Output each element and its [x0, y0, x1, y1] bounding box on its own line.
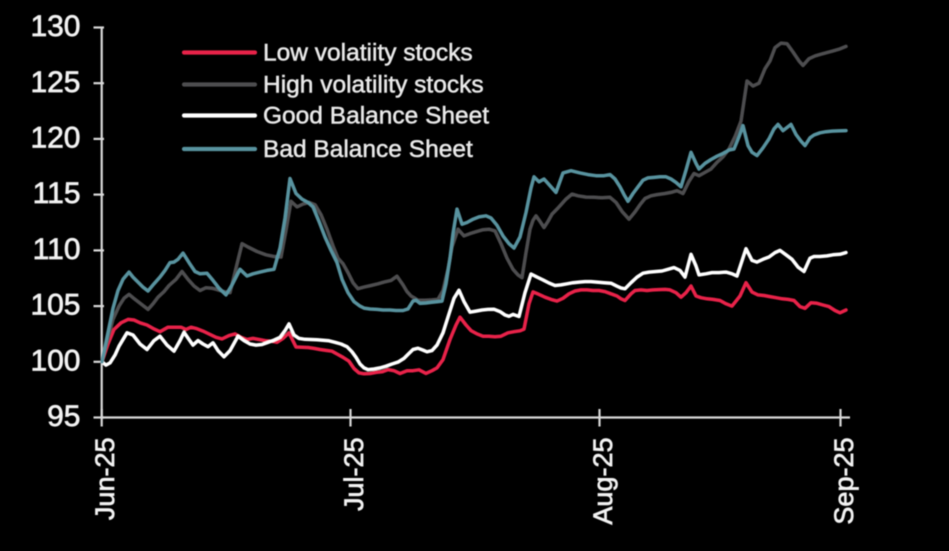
- svg-text:Sep-25: Sep-25: [829, 438, 859, 525]
- svg-text:Good Balance Sheet: Good Balance Sheet: [263, 103, 489, 130]
- svg-text:105: 105: [30, 289, 80, 322]
- svg-text:125: 125: [30, 66, 80, 99]
- svg-text:Bad Balance Sheet: Bad Balance Sheet: [263, 136, 473, 163]
- svg-text:Low volatiity stocks: Low volatiity stocks: [263, 40, 473, 67]
- svg-text:Aug-25: Aug-25: [588, 438, 618, 525]
- svg-text:Jul-25: Jul-25: [339, 438, 369, 512]
- svg-text:115: 115: [33, 177, 81, 210]
- svg-text:130: 130: [30, 10, 80, 43]
- svg-text:110: 110: [33, 233, 81, 266]
- svg-text:95: 95: [47, 400, 80, 433]
- svg-text:120: 120: [30, 122, 80, 155]
- svg-text:Jun-25: Jun-25: [90, 438, 120, 521]
- svg-text:100: 100: [30, 344, 80, 377]
- svg-text:High volatility stocks: High volatility stocks: [263, 72, 484, 99]
